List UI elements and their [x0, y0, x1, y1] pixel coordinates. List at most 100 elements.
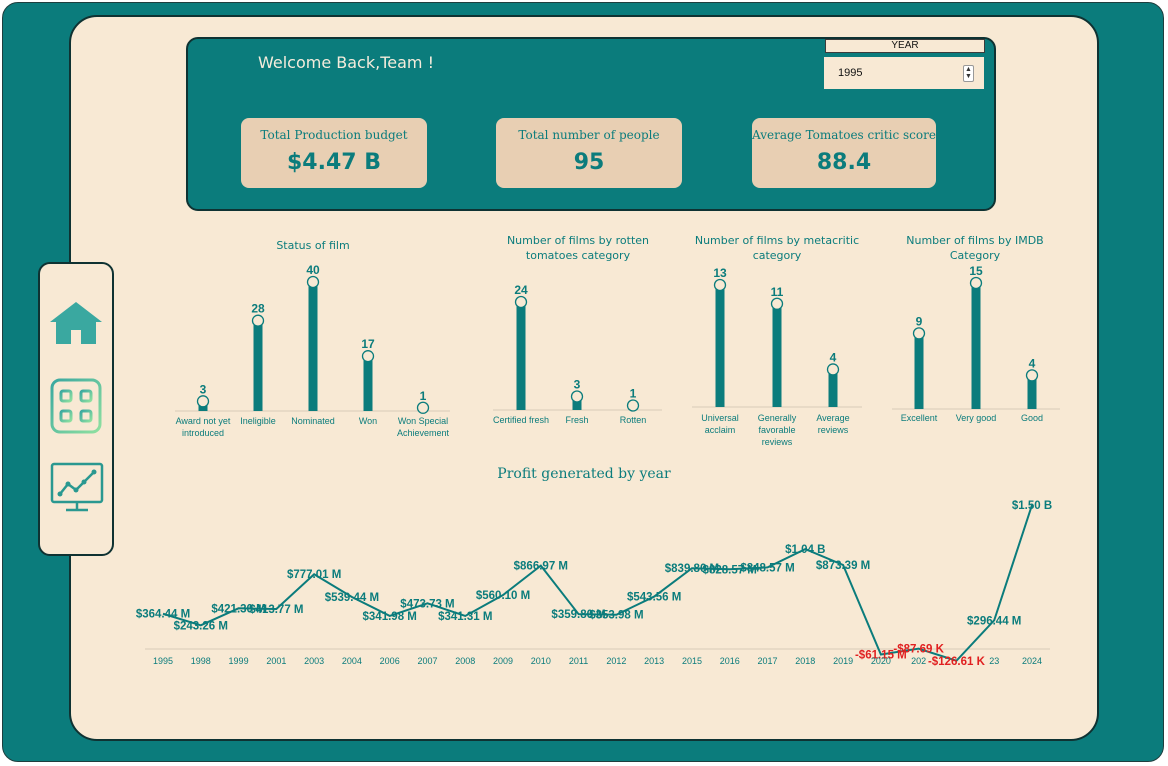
- profit-data-label: $848.57 M: [740, 562, 794, 574]
- category-label: Ineligible: [240, 416, 276, 426]
- category-label: Rotten: [620, 415, 647, 425]
- bar: [715, 285, 725, 407]
- grid-icon: [50, 378, 102, 434]
- category-label: Achievement: [397, 428, 450, 438]
- profit-line: [162, 504, 1033, 662]
- profit-data-label: $560.10 M: [476, 590, 530, 602]
- grid-view-button[interactable]: [46, 376, 106, 436]
- home-button[interactable]: [46, 298, 106, 358]
- bar-marker: [713, 278, 727, 292]
- kpi-title: Average Tomatoes critic score: [752, 128, 936, 142]
- data-label: 1: [420, 389, 427, 403]
- year-tick-label: 2003: [304, 656, 324, 666]
- profit-data-label: $839.80 M: [665, 563, 719, 575]
- kpi-number-of-people: Total number of people 95: [496, 118, 682, 188]
- profit-data-label: $1.04 B: [785, 544, 825, 556]
- profit-data-label: $413.77 M: [249, 604, 303, 616]
- category-label: Universal: [701, 413, 739, 423]
- bar: [308, 282, 318, 411]
- category-label: Nominated: [291, 416, 335, 426]
- profit-data-label: $364.44 M: [136, 609, 190, 621]
- year-tick-label: 2004: [342, 656, 362, 666]
- header-banner: Welcome Back,Team ! YEAR 1995 ▲ ▼ Total P…: [186, 37, 996, 211]
- kpi-tomatoes-score: Average Tomatoes critic score 88.4: [752, 118, 936, 188]
- sidebar-nav: [38, 262, 114, 556]
- year-tick-label: 1998: [191, 656, 211, 666]
- category-label: Generally: [758, 413, 797, 423]
- profit-data-label: $353.98 M: [589, 610, 643, 622]
- bar: [572, 396, 582, 410]
- category-label: Won Special: [398, 416, 448, 426]
- year-value: 1995: [838, 67, 863, 79]
- bar-marker: [1025, 369, 1039, 382]
- profit-data-label: $873.39 M: [816, 560, 870, 572]
- profit-data-label: $341.98 M: [363, 611, 417, 623]
- kpi-title: Total Production budget: [260, 128, 408, 142]
- year-tick-label: 23: [989, 656, 999, 666]
- data-label: 4: [830, 350, 837, 364]
- bar: [516, 302, 526, 410]
- year-tick-label: 2019: [833, 656, 853, 666]
- profit-data-label: $359.80 M: [551, 609, 605, 621]
- year-tick-label: 2013: [644, 656, 664, 666]
- spinner-arrows-icon[interactable]: ▲ ▼: [963, 65, 974, 82]
- bar: [363, 356, 373, 411]
- year-slicer-label: YEAR: [825, 39, 985, 53]
- year-tick-label: 2016: [720, 656, 740, 666]
- imdb-title-line: Number of films by IMDB: [906, 234, 1044, 247]
- data-label: 3: [574, 378, 581, 392]
- category-label: Excellent: [901, 413, 938, 423]
- category-label: Fresh: [565, 415, 588, 425]
- profit-data-label: $473.73 M: [400, 598, 454, 610]
- data-label: 24: [514, 283, 528, 297]
- metacritic-title-line: category: [752, 249, 802, 262]
- bar-marker: [361, 350, 375, 363]
- bar-marker: [969, 276, 983, 290]
- data-label: 4: [1029, 356, 1036, 370]
- bar: [253, 320, 263, 411]
- tomatoes-chart-title: Number of films by rotten tomatoes categ…: [488, 233, 668, 263]
- category-label: Good: [1021, 413, 1043, 423]
- analytics-button[interactable]: [46, 460, 106, 520]
- category-label: Very good: [956, 413, 997, 423]
- category-label: Won: [359, 416, 377, 426]
- profit-data-label: $296.44 M: [967, 615, 1021, 627]
- data-label: 17: [361, 337, 375, 351]
- bar: [914, 333, 924, 409]
- bar-marker: [196, 395, 210, 408]
- year-tick-label: 2008: [455, 656, 475, 666]
- year-tick-label: 2009: [493, 656, 513, 666]
- year-tick-label: 2018: [795, 656, 815, 666]
- year-tick-label: 2006: [380, 656, 400, 666]
- bar-marker: [770, 297, 784, 310]
- bar-marker: [306, 275, 320, 289]
- kpi-value: 88.4: [816, 150, 872, 175]
- profit-data-label: $243.26 M: [174, 620, 228, 632]
- tomatoes-title-line: Number of films by rotten: [506, 234, 650, 247]
- kpi-value: $4.47 B: [286, 150, 381, 175]
- profit-data-label: -$61.15 M: [855, 649, 907, 661]
- profit-data-label: -$126.61 K: [928, 656, 986, 668]
- bar: [1027, 375, 1037, 409]
- year-tick-label: 2011: [569, 656, 588, 666]
- data-label: 13: [713, 266, 727, 280]
- data-label: 15: [969, 264, 983, 278]
- profit-data-label: $539.44 M: [325, 592, 379, 604]
- year-tick-label: 202: [911, 656, 926, 666]
- category-label: favorable: [758, 425, 795, 435]
- year-tick-label: 2010: [531, 656, 551, 666]
- kpi-value: 95: [573, 150, 605, 175]
- year-spinner[interactable]: 1995 ▲ ▼: [824, 57, 984, 89]
- data-label: 9: [916, 314, 923, 328]
- category-label: acclaim: [705, 425, 736, 435]
- year-tick-label: 2017: [758, 656, 778, 666]
- chart-monitor-icon: [50, 462, 104, 512]
- category-label: Award not yet: [176, 416, 231, 426]
- bar-marker: [626, 399, 640, 412]
- profit-data-label: $421.30 M: [211, 603, 265, 615]
- profit-data-label: $828.57 M: [703, 564, 757, 576]
- profit-data-label: $543.56 M: [627, 592, 681, 604]
- kpi-production-budget: Total Production budget $4.47 B: [241, 118, 427, 188]
- category-label: introduced: [182, 428, 224, 438]
- profit-data-label: $1.50 B: [1012, 500, 1052, 512]
